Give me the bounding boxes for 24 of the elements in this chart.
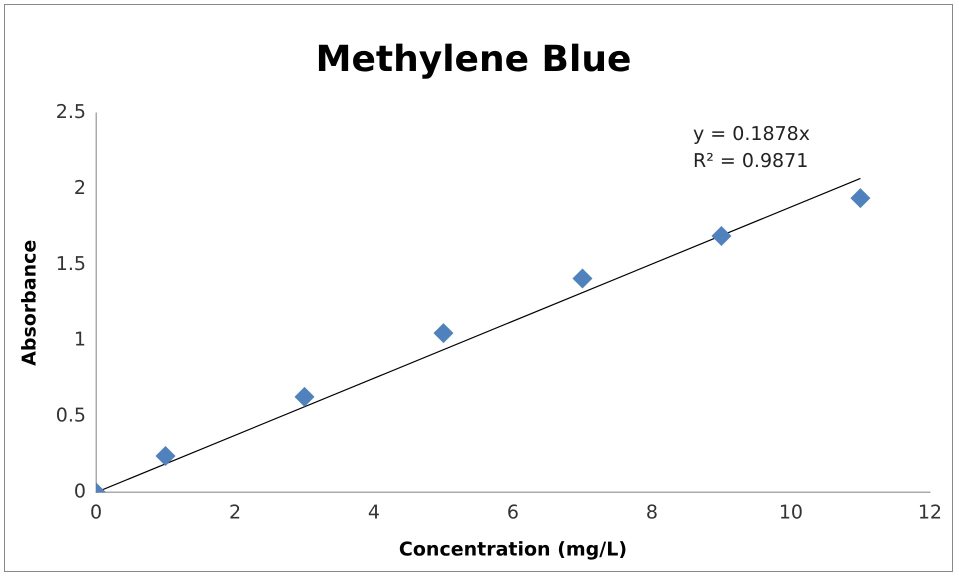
y-tick-label: 1 (74, 328, 86, 351)
x-tick-label: 2 (228, 502, 242, 524)
y-tick-label: 0.5 (56, 404, 86, 426)
annotation: y = 0.1878x (693, 122, 810, 147)
y-tick-label: 2 (74, 176, 86, 199)
x-axis-title: Concentration (mg/L) (398, 538, 628, 561)
x-tick-label: 10 (778, 502, 804, 524)
y-tick-label: 0 (74, 480, 86, 502)
annotation: R² = 0.9871 (693, 149, 810, 174)
point (156, 446, 176, 466)
point (572, 268, 592, 289)
x-tick-label: 0 (90, 502, 102, 524)
point (850, 188, 870, 208)
point (433, 323, 454, 344)
x-tick-label: 4 (368, 502, 380, 524)
y-tick-label: 2.5 (56, 101, 86, 124)
y-tick-label: 1.5 (56, 252, 86, 275)
chart-title: Methylene Blue (316, 38, 632, 80)
point (711, 226, 732, 246)
x-tick-label: 6 (506, 502, 520, 524)
y-axis-title: Absorbance (18, 240, 40, 366)
x-tick-label: 12 (918, 502, 942, 524)
point (294, 386, 314, 407)
x-tick-label: 8 (646, 502, 658, 524)
